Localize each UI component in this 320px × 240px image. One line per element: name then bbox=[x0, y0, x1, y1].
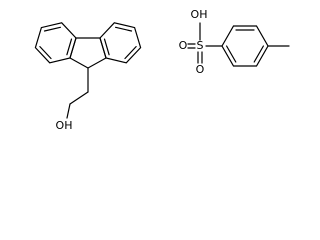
five-ring bbox=[69, 37, 107, 69]
double-bond bbox=[114, 26, 133, 32]
double-bond bbox=[253, 45, 264, 63]
atom-label: OH bbox=[56, 119, 73, 132]
double-bond bbox=[103, 38, 110, 56]
bond bbox=[69, 91, 89, 105]
double-bond bbox=[43, 26, 62, 32]
double-bond bbox=[226, 45, 237, 63]
diagram: OH OH S O O bbox=[34, 8, 290, 132]
atom-label: O bbox=[179, 39, 188, 52]
fluorene-ethanol: OH bbox=[34, 22, 142, 132]
atom-label: O bbox=[196, 63, 205, 76]
double-bond bbox=[39, 45, 52, 60]
double-bond bbox=[66, 38, 73, 56]
atom-label: OH bbox=[191, 8, 208, 21]
benzene-ring bbox=[221, 25, 269, 67]
bond bbox=[66, 103, 71, 119]
atom-label: S bbox=[197, 39, 204, 52]
tosic-acid: OH S O O bbox=[179, 8, 290, 76]
double-bond bbox=[124, 45, 137, 60]
